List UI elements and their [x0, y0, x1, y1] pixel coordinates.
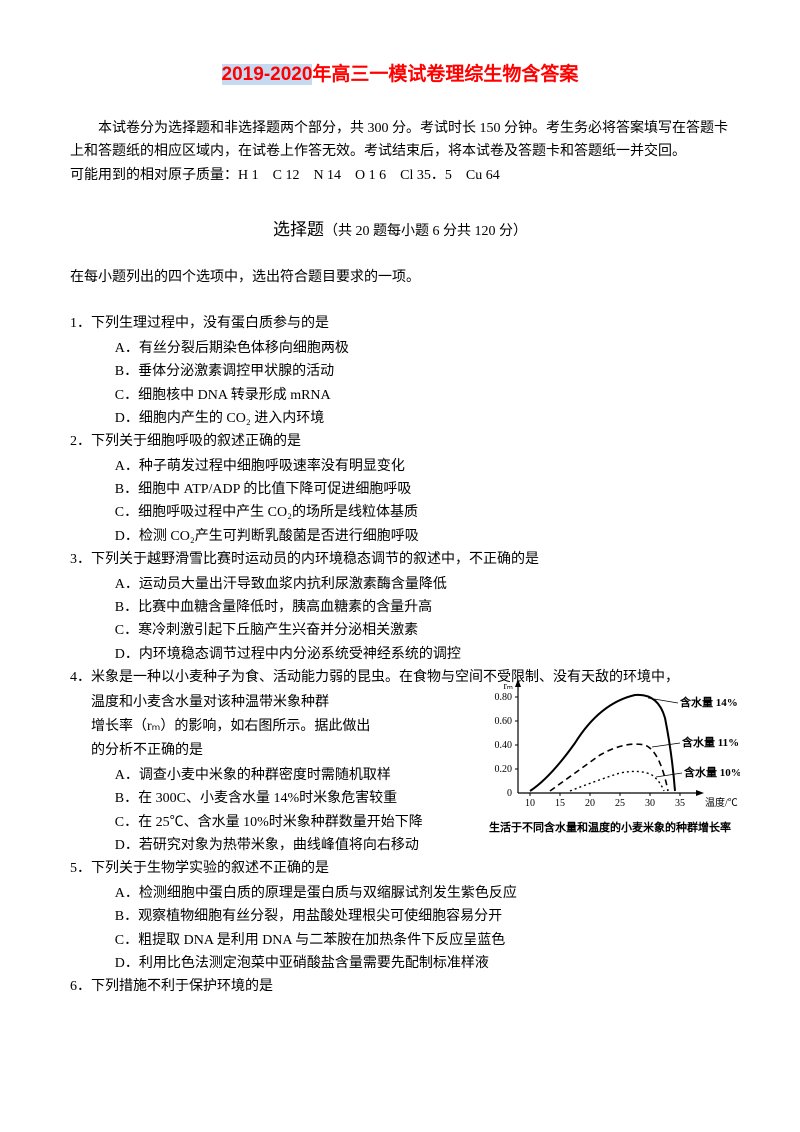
series-label-14: 含水量 14%: [679, 695, 738, 709]
q4-opt-b: B．在 300C、小麦含水量 14%时米象危害较重: [70, 788, 450, 810]
q5-opt-b: B．观察植物细胞有丝分裂，用盐酸处理根尖可使细胞容易分开: [70, 906, 730, 928]
page-title: 2019-2020年高三一模试卷理综生物含答案: [70, 60, 730, 90]
q1-opt-c: C．细胞核中 DNA 转录形成 mRNA: [70, 385, 730, 407]
growth-rate-chart: rₘ 0.80 0.60 0.40 0.20 0 10 15 20 25 30 …: [480, 673, 740, 838]
atomic-mass-line: 可能用到的相对原子质量：H 1 C 12 N 14 O 1 6 Cl 35．5 …: [70, 165, 730, 187]
q4-opt-a: A．调查小麦中米象的种群密度时需随机取样: [70, 765, 450, 787]
q1-opt-a: A．有丝分裂后期染色体移向细胞两极: [70, 338, 730, 360]
q2-stem: 2．下列关于细胞呼吸的叙述正确的是: [70, 431, 730, 453]
q4-opt-c: C．在 25℃、含水量 10%时米象种群数量开始下降: [70, 812, 450, 834]
q6-stem: 6．下列措施不利于保护环境的是: [70, 976, 730, 998]
q5-stem: 5．下列关于生物学实验的叙述不正确的是: [70, 858, 730, 880]
section-title-main: 选择题: [273, 220, 324, 239]
q4-stem-4: 的分析不正确的是: [70, 740, 450, 762]
section-title-detail: （共 20 题每小题 6 分共 120 分）: [324, 224, 527, 239]
q4-stem-2: 温度和小麦含水量对该种温带米象种群: [70, 692, 450, 714]
q2-opt-b: B．细胞中 ATP/ADP 的比值下降可促进细胞呼吸: [70, 479, 730, 501]
q1-stem: 1．下列生理过程中，没有蛋白质参与的是: [70, 313, 730, 335]
chart-svg: rₘ 0.80 0.60 0.40 0.20 0 10 15 20 25 30 …: [480, 673, 740, 818]
q2-opt-c: C．细胞呼吸过程中产生 CO₂的场所是线粒体基质: [70, 502, 730, 524]
q4-container: 4．米象是一种以小麦种子为食、活动能力弱的昆虫。在食物与空间不受限制、没有天敌的…: [70, 667, 730, 857]
ytick-0: 0.80: [495, 692, 513, 703]
q2-opt-a: A．种子萌发过程中细胞呼吸速率没有明显变化: [70, 456, 730, 478]
intro-paragraph: 本试卷分为选择题和非选择题两个部分，共 300 分。考试时长 150 分钟。考生…: [70, 118, 730, 163]
q3-opt-b: B．比赛中血糖含量降低时，胰高血糖素的含量升高: [70, 597, 730, 619]
q3-opt-a: A．运动员大量出汗导致血浆内抗利尿激素酶含量降低: [70, 574, 730, 596]
xtick-0: 10: [525, 798, 535, 809]
q3-opt-d: D．内环境稳态调节过程中内分泌系统受神经系统的调控: [70, 644, 730, 666]
q5-opt-d: D．利用比色法测定泡菜中亚硝酸盐含量需要先配制标准样液: [70, 953, 730, 975]
ytick-1: 0.60: [495, 716, 513, 727]
q5-opt-a: A．检测细胞中蛋白质的原理是蛋白质与双缩脲试剂发生紫色反应: [70, 883, 730, 905]
ytick-2: 0.40: [495, 740, 513, 751]
x-axis-label: 温度/℃: [705, 796, 738, 809]
xtick-5: 35: [675, 798, 685, 809]
xtick-1: 15: [555, 798, 565, 809]
q1-opt-b: B．垂体分泌激素调控甲状腺的活动: [70, 361, 730, 383]
q2-opt-d: D．检测 CO₂产生可判断乳酸菌是否进行细胞呼吸: [70, 526, 730, 548]
xtick-2: 20: [585, 798, 595, 809]
q4-stem-3: 增长率（rₘ）的影响，如右图所示。据此做出: [70, 716, 450, 738]
q5-opt-c: C．粗提取 DNA 是利用 DNA 与二苯胺在加热条件下反应呈蓝色: [70, 930, 730, 952]
ytick-3: 0.20: [495, 764, 513, 775]
series-label-10: 含水量 10%: [683, 765, 740, 779]
title-rest: 年高三一模试卷理综生物含答案: [312, 64, 578, 85]
ytick-4: 0: [507, 788, 512, 799]
section-header: 选择题（共 20 题每小题 6 分共 120 分）: [70, 216, 730, 243]
y-label: rₘ: [503, 681, 513, 692]
chart-caption: 生活于不同含水量和温度的小麦米象的种群增长率: [480, 820, 740, 838]
q4-opt-d: D．若研究对象为热带米象，曲线峰值将向右移动: [70, 835, 450, 857]
q3-stem: 3．下列关于越野滑雪比赛时运动员的内环境稳态调节的叙述中，不正确的是: [70, 549, 730, 571]
q3-opt-c: C．寒冷刺激引起下丘脑产生兴奋并分泌相关激素: [70, 620, 730, 642]
xtick-4: 30: [645, 798, 655, 809]
xtick-3: 25: [615, 798, 625, 809]
q1-opt-d: D．细胞内产生的 CO₂ 进入内环境: [70, 408, 730, 430]
instruction-line: 在每小题列出的四个选项中，选出符合题目要求的一项。: [70, 267, 730, 289]
q4-text-block: 温度和小麦含水量对该种温带米象种群 增长率（rₘ）的影响，如右图所示。据此做出 …: [70, 692, 450, 858]
series-label-11: 含水量 11%: [681, 735, 739, 749]
title-highlight: 2019-2020: [222, 64, 313, 85]
